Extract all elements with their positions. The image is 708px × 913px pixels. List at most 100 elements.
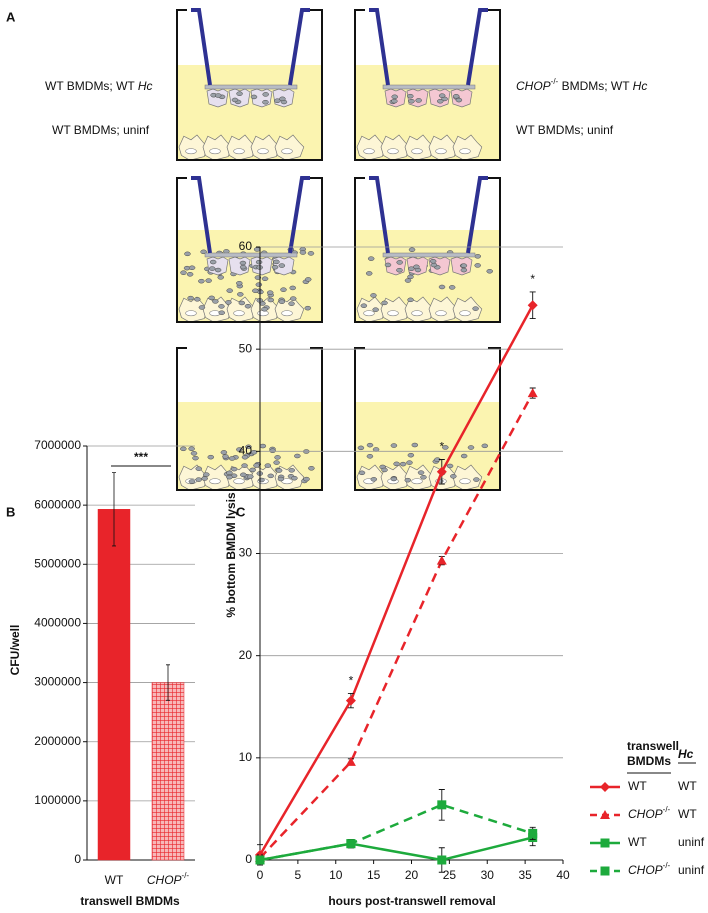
x-tick-label: 10 <box>329 868 343 882</box>
x-tick-label: 40 <box>556 868 570 882</box>
text-part: WT <box>105 873 124 887</box>
y-tick-label: 50 <box>239 341 253 355</box>
well-outline <box>354 177 501 323</box>
y-tick-label: 40 <box>239 444 253 458</box>
legend-label: CHOP-/- <box>628 861 671 877</box>
yeast <box>218 310 225 315</box>
yeast <box>273 460 280 465</box>
text-part: Hc <box>138 79 153 93</box>
nucleus <box>209 148 221 155</box>
marker <box>527 300 538 311</box>
y-axis-title: CFU/well <box>8 625 22 676</box>
yeast <box>411 442 419 448</box>
yeast <box>190 451 198 456</box>
yeast <box>406 460 413 465</box>
yeast <box>238 300 246 306</box>
nucleus <box>363 310 375 317</box>
panel-label: C <box>236 504 246 519</box>
yeast <box>266 290 274 295</box>
y-tick-label: 7000000 <box>34 438 81 452</box>
yeast <box>226 470 233 476</box>
yeast <box>308 466 315 471</box>
yeast <box>278 299 286 304</box>
yeast <box>220 450 228 455</box>
yeast <box>208 295 215 301</box>
yeast <box>370 477 378 482</box>
yeast <box>194 297 201 302</box>
nucleus <box>411 478 423 485</box>
yeast <box>205 278 212 283</box>
yeast <box>244 303 252 309</box>
yeast <box>217 275 224 280</box>
transwell-insert <box>369 176 488 254</box>
nucleus <box>387 310 399 317</box>
nucleus <box>185 148 197 155</box>
yeast <box>474 263 481 268</box>
text-part: BMDMs; WT <box>558 79 632 93</box>
yeast <box>474 254 481 259</box>
yeast <box>236 447 243 452</box>
yeast <box>294 453 301 459</box>
yeast <box>446 463 454 469</box>
yeast <box>303 476 310 482</box>
yeast <box>358 470 366 476</box>
text-part: CHOP <box>628 863 663 877</box>
yeast <box>274 455 281 460</box>
yeast <box>250 94 258 100</box>
yeast <box>372 447 380 452</box>
marker <box>345 695 356 706</box>
yeast <box>188 479 196 484</box>
nucleus <box>281 310 293 317</box>
transwell-insert <box>191 8 310 86</box>
error-bar <box>166 664 170 701</box>
nucleus <box>459 310 471 317</box>
yeast <box>245 444 252 450</box>
panel-label: A <box>6 9 16 24</box>
x-tick-label: CHOP-/- <box>147 871 190 887</box>
well-label: WT BMDMs; uninf <box>52 123 150 137</box>
membrane <box>382 252 476 258</box>
membrane <box>204 252 298 258</box>
yeast <box>195 466 203 471</box>
nucleus <box>435 310 447 317</box>
yeast <box>198 305 206 310</box>
yeast <box>304 277 312 282</box>
yeast <box>271 264 279 270</box>
cell <box>452 134 483 161</box>
yeast <box>429 259 437 264</box>
nucleus <box>387 148 399 155</box>
yeast <box>291 475 298 481</box>
yeast <box>187 295 194 301</box>
x-axis-title: transwell BMDMs <box>80 894 180 908</box>
yeast <box>198 278 205 284</box>
yeast <box>184 251 191 257</box>
nucleus <box>233 310 245 317</box>
y-tick-label: 3000000 <box>34 675 81 689</box>
yeast <box>207 454 215 460</box>
yeast <box>262 99 269 105</box>
y-tick-label: 30 <box>239 546 253 560</box>
y-tick-label: 4000000 <box>34 616 81 630</box>
yeast <box>372 307 379 312</box>
yeast <box>252 288 259 294</box>
text-part: Hc <box>633 79 648 93</box>
series-line <box>259 392 534 859</box>
legend-label: WT <box>628 835 647 849</box>
marker <box>527 388 538 398</box>
yeast <box>228 456 236 461</box>
yeast <box>231 97 239 103</box>
yeast <box>230 466 238 472</box>
yeast <box>273 259 280 265</box>
marker <box>528 828 538 838</box>
text-part: WT BMDMs; uninf <box>516 123 614 137</box>
membrane <box>204 84 298 90</box>
well-label: WT BMDMs; uninf <box>516 123 614 137</box>
legend-marker <box>600 810 610 819</box>
legend-hc: uninf <box>678 835 705 849</box>
yeast <box>393 461 400 467</box>
legend-hc: WT <box>678 779 697 793</box>
yeast <box>460 263 468 268</box>
significance: * <box>530 272 535 286</box>
yeast <box>452 94 460 99</box>
